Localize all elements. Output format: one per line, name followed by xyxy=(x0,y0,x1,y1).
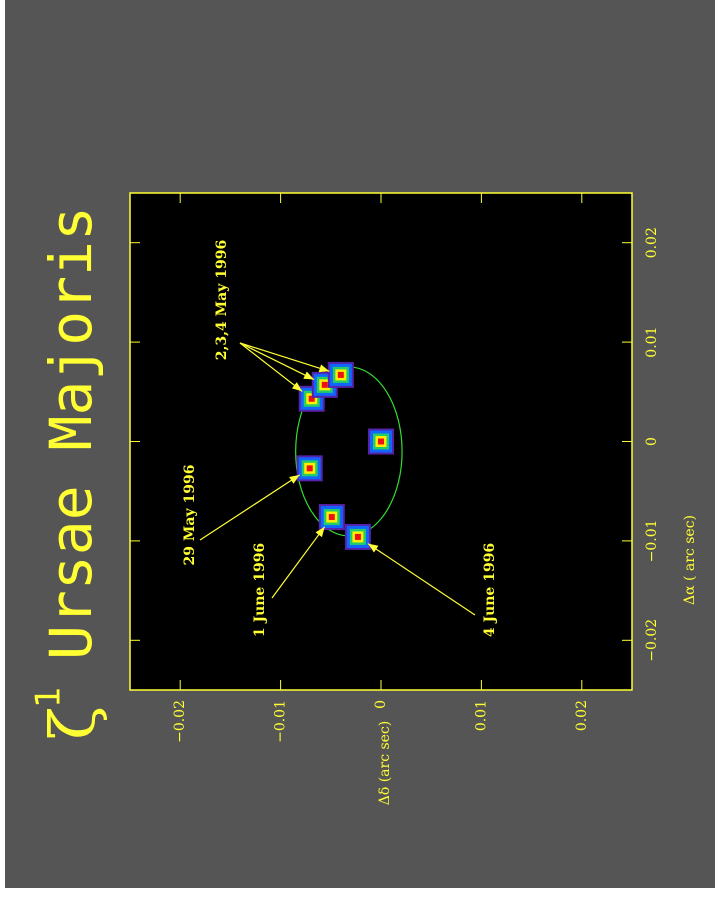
star xyxy=(328,362,354,388)
y-tick-label: 0 xyxy=(373,700,389,709)
x-tick-label: −0.01 xyxy=(644,519,660,562)
star xyxy=(297,455,323,481)
star-pixel xyxy=(378,439,384,445)
x-tick-label: 0 xyxy=(644,437,660,446)
star-pixel xyxy=(338,372,344,378)
title-symbol: ζ xyxy=(36,706,109,740)
chart: ζ 1 Ursae Majoris Δα ( arc sec) Δδ (arc … xyxy=(0,0,715,903)
y-axis-label: Δδ (arc sec) xyxy=(377,721,393,806)
x-axis-label: Δα ( arc sec) xyxy=(682,515,698,605)
y-tick-label: 0.02 xyxy=(574,700,590,731)
y-tick-label: −0.01 xyxy=(273,700,289,743)
x-tick-label: −0.02 xyxy=(644,619,660,662)
star-pixel xyxy=(355,534,361,540)
star-pixel xyxy=(322,382,328,388)
star xyxy=(345,524,371,550)
chart-title: Ursae Majoris xyxy=(37,206,105,660)
star xyxy=(319,504,345,530)
page: ζ 1 Ursae Majoris Δα ( arc sec) Δδ (arc … xyxy=(0,0,715,903)
annotation: 1 June 1996 xyxy=(252,543,268,637)
annotation: 29 May 1996 xyxy=(182,465,198,566)
y-tick-label: −0.02 xyxy=(172,700,188,743)
title-superscript: 1 xyxy=(29,686,69,708)
x-tick-label: 0.01 xyxy=(644,327,660,358)
star-pixel xyxy=(307,465,313,471)
x-tick-label: 0.02 xyxy=(644,227,660,258)
annotation: 4 June 1996 xyxy=(482,543,498,637)
star xyxy=(368,429,394,455)
annotation: 2,3,4 May 1996 xyxy=(214,240,230,360)
y-tick-label: 0.01 xyxy=(473,700,489,731)
star-pixel xyxy=(329,514,335,520)
